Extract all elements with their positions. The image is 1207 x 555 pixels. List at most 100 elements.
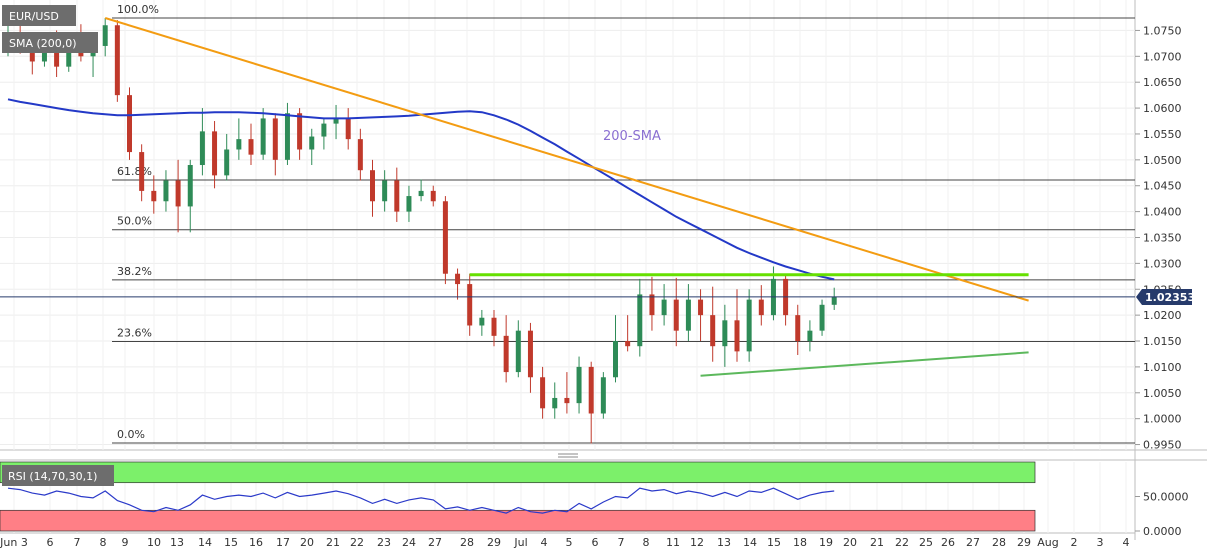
candle-body <box>831 297 837 305</box>
rsi-panel: 50.0000 0.0000 <box>0 461 1189 538</box>
time-axis: Jun 3 6 7 8 9 10 13 14 15 16 17 20 21 22 23 24 27 28 29 Jul… <box>0 536 1130 549</box>
symbol-badge[interactable]: EUR/USD <box>2 5 76 26</box>
time-tick-label: 24 <box>402 536 416 549</box>
time-tick-label: 23 <box>377 536 391 549</box>
price-plot-area <box>0 0 1135 450</box>
candle-body <box>333 118 339 124</box>
candle-body <box>564 397 570 404</box>
descending-trendline <box>104 17 1029 302</box>
time-tick-label: 17 <box>276 536 290 549</box>
price-tick-label: 1.0050 <box>1143 387 1182 400</box>
candle-body <box>819 304 825 331</box>
candle-body <box>746 299 752 352</box>
time-tick-label: 15 <box>224 536 238 549</box>
time-tick-label: 19 <box>819 536 833 549</box>
price-tick-label: 1.0600 <box>1143 102 1182 115</box>
time-tick-label: 25 <box>919 536 933 549</box>
gridlines <box>0 0 1135 533</box>
rsi-badge[interactable]: RSI (14,70,30,1) <box>2 465 114 486</box>
price-axis: 1.0750 1.0700 1.0650 1.0600 1.0550 1.0500 1.04… <box>1135 24 1182 452</box>
time-tick-label: 4 <box>1123 536 1130 549</box>
candle-body <box>418 190 424 197</box>
candle-body <box>139 152 145 191</box>
time-tick-label: 6 <box>592 536 599 549</box>
time-tick-label: Jun 3 <box>0 536 28 549</box>
time-tick-label: 12 <box>690 536 704 549</box>
candle-body <box>613 341 618 378</box>
rsi-tick-label: 0.0000 <box>1143 525 1182 538</box>
time-tick-label: 8 <box>643 536 650 549</box>
candle-body <box>637 294 643 347</box>
candle-body <box>272 118 278 160</box>
time-tick-label: 13 <box>717 536 731 549</box>
symbol-label: EUR/USD <box>9 10 59 23</box>
candle-body <box>394 180 400 212</box>
candle-body <box>503 335 509 373</box>
candle-body <box>795 315 801 342</box>
candle-body <box>260 118 266 155</box>
time-tick-label: Jul <box>513 536 527 549</box>
sma-annotation: 200-SMA <box>603 129 661 144</box>
fibonacci-label: 100.0% <box>117 3 159 16</box>
price-tick-label: 1.0150 <box>1143 335 1182 348</box>
price-tick-label: 1.0750 <box>1143 24 1182 37</box>
price-tick-label: 1.0700 <box>1143 50 1182 63</box>
time-tick-label: 6 <box>47 536 54 549</box>
time-tick-label: 8 <box>100 536 107 549</box>
time-tick-label: 26 <box>941 536 955 549</box>
candle-body <box>163 180 169 202</box>
candle-body <box>467 284 473 326</box>
candle-body <box>734 320 740 352</box>
time-tick-label: 27 <box>428 536 442 549</box>
fibonacci-label: 61.8% <box>117 165 152 178</box>
price-tick-label: 1.0550 <box>1143 128 1182 141</box>
price-tick-label: 1.0000 <box>1143 413 1182 426</box>
indicator-overlays <box>0 17 1135 377</box>
time-tick-label: 10 <box>147 536 161 549</box>
rsi-overbought-zone <box>0 461 1036 484</box>
time-tick-label: 22 <box>350 536 364 549</box>
candle-body <box>187 165 193 207</box>
candle-body <box>114 25 120 96</box>
candle-body <box>576 366 582 404</box>
candle-body <box>673 299 679 331</box>
price-tick-label: 1.0650 <box>1143 76 1182 89</box>
time-tick-label: 7 <box>618 536 625 549</box>
time-tick-label: 20 <box>300 536 314 549</box>
resize-handle[interactable] <box>558 453 578 458</box>
time-tick-label: 9 <box>122 536 129 549</box>
fibonacci-levels: 100.0% 61.8% 50.0% 38.2% 23.6% 0.0% <box>112 3 1135 444</box>
candle-body <box>479 317 485 326</box>
time-tick-label: 11 <box>666 536 680 549</box>
candle-body <box>212 131 218 176</box>
time-tick-label: 4 <box>541 536 548 549</box>
candle-body <box>722 320 728 347</box>
candle-body <box>491 317 497 336</box>
rsi-tick-label: 50.0000 <box>1143 491 1189 504</box>
candle-body <box>600 377 606 414</box>
candle-body <box>552 397 558 409</box>
sma-indicator-label: SMA (200,0) <box>9 37 77 50</box>
candle-body <box>248 139 254 155</box>
sma-badge[interactable]: SMA (200,0) <box>2 32 98 53</box>
candle-body <box>382 180 388 202</box>
candle-body <box>29 46 35 62</box>
time-tick-label: 16 <box>249 536 263 549</box>
candle-body <box>175 180 181 207</box>
time-tick-label: 22 <box>895 536 909 549</box>
candle-body <box>540 377 546 409</box>
candle-body <box>199 131 205 166</box>
time-tick-label: 15 <box>767 536 781 549</box>
candle-body <box>127 95 132 153</box>
price-tick-label: 1.0500 <box>1143 154 1182 167</box>
candle-body <box>649 294 655 316</box>
candle-body <box>345 118 351 140</box>
time-tick-label: 21 <box>870 536 884 549</box>
candle-body <box>151 190 157 202</box>
rsi-line <box>7 487 835 514</box>
candle-body <box>710 315 716 347</box>
candle-body <box>430 190 436 202</box>
time-tick-label: 14 <box>743 536 757 549</box>
price-tick-label: 0.9950 <box>1143 439 1182 452</box>
